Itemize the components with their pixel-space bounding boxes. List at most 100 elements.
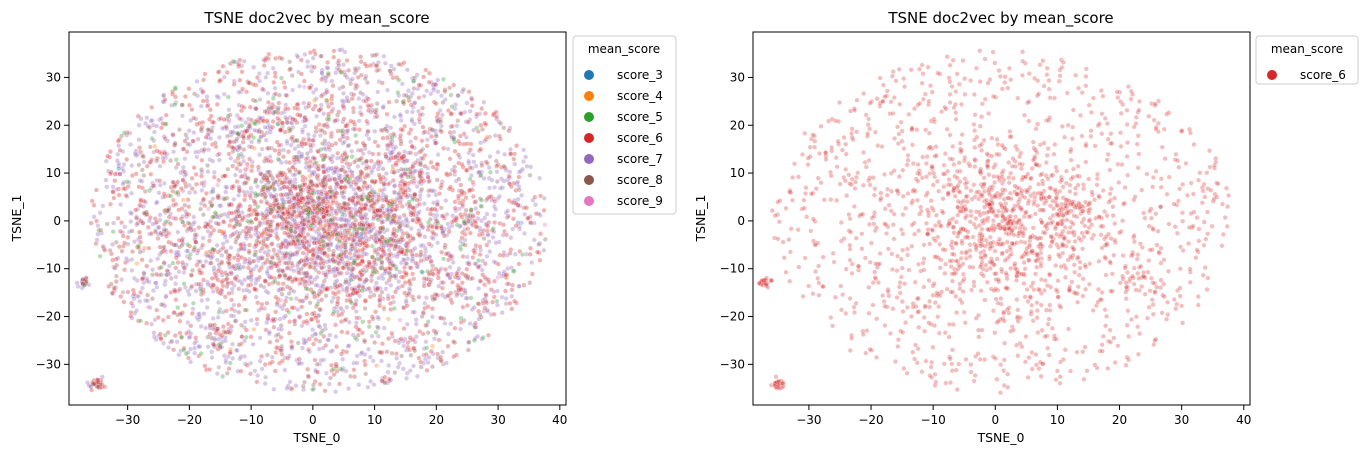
scatter-point-score_5 [331, 309, 337, 315]
scatter-point-score_7 [342, 217, 348, 223]
scatter-point-score_6 [475, 264, 481, 270]
scatter-point-score_6 [283, 106, 289, 112]
scatter-point-score_6 [328, 156, 334, 162]
scatter-point-score_7 [126, 229, 132, 235]
scatter-point-score_6 [263, 327, 269, 333]
scatter-point-score_8 [262, 158, 268, 164]
scatter-point-score_8 [516, 187, 522, 193]
scatter-point-score_7 [143, 120, 149, 126]
scatter-point-score_8 [235, 208, 241, 214]
scatter-point-score_8 [279, 225, 285, 231]
scatter-point-score_8 [236, 286, 242, 292]
scatter-point-score_7 [128, 190, 134, 196]
scatter-point-score_6 [182, 93, 188, 99]
scatter-point-score_8 [398, 222, 404, 228]
scatter-point-score_6 [448, 184, 454, 190]
scatter-point-score_6 [189, 186, 195, 192]
scatter-point-score_7 [388, 63, 394, 69]
scatter-point-score_6 [386, 336, 392, 342]
scatter-point-score_5 [441, 76, 447, 82]
scatter-point-score_8 [230, 148, 236, 154]
scatter-point-score_6 [368, 158, 374, 164]
scatter-point-score_6 [388, 242, 394, 248]
scatter-point-score_6 [433, 140, 439, 146]
scatter-point-score_6 [399, 155, 405, 161]
scatter-point-score_6 [385, 181, 391, 187]
scatter-point-score_5 [321, 156, 327, 162]
scatter-point-score_8 [288, 66, 294, 72]
scatter-point-score_7 [369, 333, 375, 339]
scatter-point-score_6 [484, 228, 490, 234]
scatter-point-score_8 [342, 72, 348, 78]
scatter-point-score_6 [230, 232, 236, 238]
scatter-point-score_7 [136, 137, 142, 143]
scatter-point-score_7 [509, 293, 515, 299]
scatter-point-score_6 [510, 216, 516, 222]
scatter-point-score_7 [305, 131, 311, 137]
scatter-point-score_6 [325, 199, 331, 205]
scatter-point-score_8 [237, 145, 243, 151]
scatter-point-score_6 [177, 318, 183, 324]
scatter-point-score_7 [216, 134, 222, 140]
scatter-point-score_8 [363, 371, 369, 377]
scatter-point-score_7 [503, 296, 509, 302]
scatter-point-score_6 [336, 58, 342, 64]
scatter-point-score_8 [163, 227, 169, 233]
scatter-point-score_7 [154, 123, 160, 129]
scatter-point-score_6 [376, 151, 382, 157]
scatter-point-score_7 [199, 169, 205, 175]
scatter-point-score_6 [273, 349, 279, 355]
scatter-point-score_6 [193, 171, 199, 177]
scatter-point-score_8 [473, 224, 479, 230]
scatter-point-score_6 [182, 302, 188, 308]
scatter-point-score_8 [438, 119, 444, 125]
scatter-point-score_5 [360, 319, 366, 325]
scatter-point-score_6 [118, 294, 124, 300]
scatter-point-score_7 [466, 150, 472, 156]
scatter-point-score_5 [305, 286, 311, 292]
scatter-point-score_6 [491, 294, 497, 300]
scatter-point-score_6 [477, 244, 483, 250]
scatter-point-score_7 [505, 266, 511, 272]
scatter-point-score_7 [226, 107, 232, 113]
scatter-point-score_8 [362, 76, 368, 82]
scatter-point-score_7 [119, 277, 125, 283]
scatter-point-score_7 [440, 349, 446, 355]
scatter-point-score_8 [168, 158, 174, 164]
scatter-point-score_8 [355, 195, 361, 201]
scatter-point-score_6 [358, 201, 364, 207]
scatter-point-score_6 [273, 55, 279, 61]
scatter-point-score_6 [304, 117, 310, 123]
scatter-point-score_7 [97, 210, 103, 216]
scatter-point-score_6 [312, 51, 318, 57]
scatter-point-score_8 [108, 281, 114, 287]
scatter-point-score_6 [316, 246, 322, 252]
scatter-point-score_7 [196, 311, 202, 317]
scatter-point-score_6 [282, 84, 288, 90]
scatter-point-score_8 [95, 384, 101, 390]
scatter-point-score_7 [512, 251, 518, 257]
scatter-point-score_6 [434, 161, 440, 167]
scatter-point-score_8 [216, 262, 222, 268]
scatter-point-score_6 [149, 157, 155, 163]
scatter-point-score_6 [400, 283, 406, 289]
scatter-point-score_6 [364, 118, 370, 124]
scatter-point-score_6 [478, 278, 484, 284]
scatter-point-score_7 [281, 147, 287, 153]
scatter-point-score_5 [275, 156, 281, 162]
scatter-point-score_5 [209, 246, 215, 252]
scatter-point-score_7 [507, 181, 513, 187]
scatter-point-score_5 [180, 219, 186, 225]
scatter-point-score_7 [139, 285, 145, 291]
scatter-point-score_6 [323, 272, 329, 278]
scatter-point-score_6 [121, 185, 127, 191]
scatter-point-score_6 [305, 366, 311, 372]
scatter-point-score_6 [162, 97, 168, 103]
scatter-point-score_6 [282, 230, 288, 236]
scatter-point-score_7 [442, 320, 448, 326]
scatter-point-score_6 [441, 145, 447, 151]
scatter-point-score_6 [265, 252, 271, 258]
scatter-point-score_6 [215, 195, 221, 201]
scatter-point-score_7 [251, 127, 257, 133]
scatter-point-score_7 [471, 159, 477, 165]
